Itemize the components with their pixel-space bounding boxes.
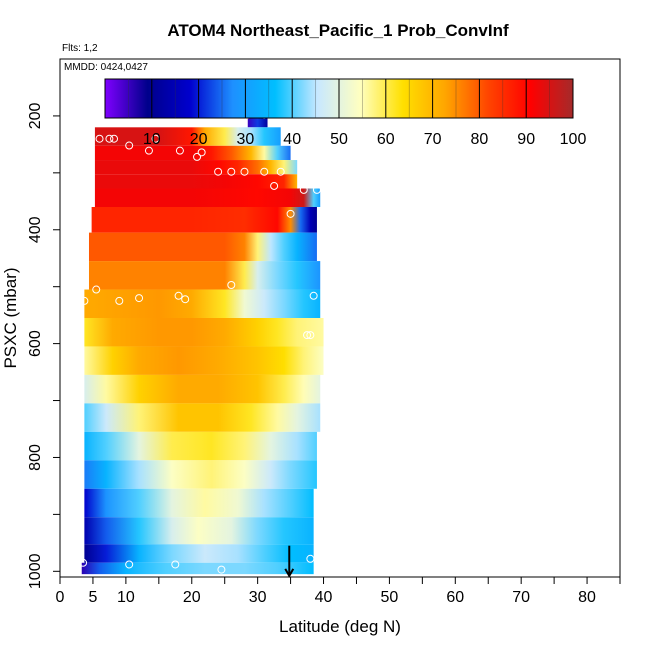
y-tick-label: 400 xyxy=(27,216,44,243)
data-marker xyxy=(110,134,119,143)
markers xyxy=(79,110,321,574)
data-marker xyxy=(299,185,308,194)
data-marker xyxy=(312,185,321,194)
colorbar: 10 20 30 40 50 60 70 80 90 100 xyxy=(104,78,586,148)
heatmap-row xyxy=(84,318,324,347)
data-marker xyxy=(303,331,312,340)
x-tick-label: 30 xyxy=(249,589,267,606)
data-marker xyxy=(174,291,183,300)
x-tick-label: 50 xyxy=(381,589,399,606)
data-marker xyxy=(306,554,315,563)
colorbar-tick-label: 60 xyxy=(377,131,395,148)
y-axis: 200 400 600 800 1000 xyxy=(27,102,60,589)
data-marker xyxy=(227,167,236,176)
arrow-head xyxy=(284,568,295,578)
data-marker xyxy=(286,209,295,218)
x-axis-label: Latitude (deg N) xyxy=(279,617,401,636)
heatmap-row xyxy=(94,145,291,161)
plot-frame xyxy=(59,58,621,578)
x-tick-label: 0 xyxy=(56,589,65,606)
data-marker xyxy=(193,152,202,161)
x-tick-label: 70 xyxy=(512,589,530,606)
mmdd-label: MMDD: 0424,0427 xyxy=(64,62,148,73)
data-marker xyxy=(175,146,184,155)
data-marker xyxy=(306,331,315,340)
heatmap-row xyxy=(84,431,317,461)
heatmap-row xyxy=(88,261,321,290)
heatmap-row xyxy=(84,488,314,518)
heatmap-row xyxy=(81,562,314,575)
heatmap-row xyxy=(84,289,321,318)
x-tick-label: 60 xyxy=(446,589,464,606)
chart-title: ATOM4 Northeast_Pacific_1 Prob_ConvInf xyxy=(167,21,509,40)
arrow xyxy=(284,545,295,578)
x-tick-label: 20 xyxy=(183,589,201,606)
data-marker xyxy=(197,148,206,157)
heatmap-row xyxy=(84,544,314,563)
data-marker xyxy=(92,285,101,294)
data-marker xyxy=(115,296,124,305)
data-marker xyxy=(260,167,269,176)
heatmap-row xyxy=(94,174,298,189)
colorbar-tick-label: 80 xyxy=(471,131,489,148)
y-axis-label: PSXC (mbar) xyxy=(1,267,20,368)
colorbar-tick-label: 20 xyxy=(190,131,208,148)
flights-label: Flts: 1,2 xyxy=(62,43,98,54)
data-marker xyxy=(80,296,89,305)
heatmap-row xyxy=(94,188,321,207)
data-marker xyxy=(105,134,114,143)
colorbar-tick-label: 100 xyxy=(560,131,587,148)
y-tick-label: 1000 xyxy=(27,553,44,589)
x-tick-label: 10 xyxy=(117,589,135,606)
colorbar-tick-label: 90 xyxy=(517,131,535,148)
data-marker xyxy=(240,167,249,176)
heatmap-row xyxy=(94,160,298,175)
data-marker xyxy=(276,167,285,176)
colorbar-tick-label: 50 xyxy=(330,131,348,148)
data-marker xyxy=(227,280,236,289)
data-marker xyxy=(144,146,153,155)
y-tick-label: 200 xyxy=(27,102,44,129)
heatmap-row xyxy=(84,460,317,489)
heatmap xyxy=(81,104,324,575)
data-marker xyxy=(151,134,160,143)
colorbar-tick-label: 40 xyxy=(283,131,301,148)
x-tick-label: 5 xyxy=(88,589,97,606)
data-marker xyxy=(181,295,190,304)
x-tick-label: 40 xyxy=(315,589,333,606)
heatmap-row xyxy=(94,127,281,146)
colorbar-tick-label: 70 xyxy=(424,131,442,148)
data-marker xyxy=(214,167,223,176)
heatmap-row xyxy=(84,346,324,375)
y-tick-label: 800 xyxy=(27,444,44,471)
data-marker xyxy=(135,294,144,303)
x-axis: 0 5 10 20 30 40 50 60 70 80 xyxy=(56,577,621,606)
colorbar-tick-label: 30 xyxy=(237,131,255,148)
data-marker xyxy=(217,565,226,574)
heatmap-row xyxy=(84,517,314,545)
data-marker xyxy=(309,291,318,300)
data-marker xyxy=(125,560,134,569)
heatmap-row xyxy=(91,207,317,233)
data-marker xyxy=(125,141,134,150)
colorbar-ticks: 10 20 30 40 50 60 70 80 90 100 xyxy=(128,79,586,148)
data-marker xyxy=(171,560,180,569)
colorbar-tick-label: 10 xyxy=(143,131,161,148)
heatmap-row xyxy=(84,374,321,404)
data-marker xyxy=(79,558,88,567)
heatmap-row xyxy=(84,403,321,432)
y-tick-label: 600 xyxy=(27,330,44,357)
x-tick-label: 80 xyxy=(578,589,596,606)
data-marker xyxy=(270,181,279,190)
data-marker xyxy=(95,134,104,143)
heatmap-row xyxy=(88,232,317,262)
